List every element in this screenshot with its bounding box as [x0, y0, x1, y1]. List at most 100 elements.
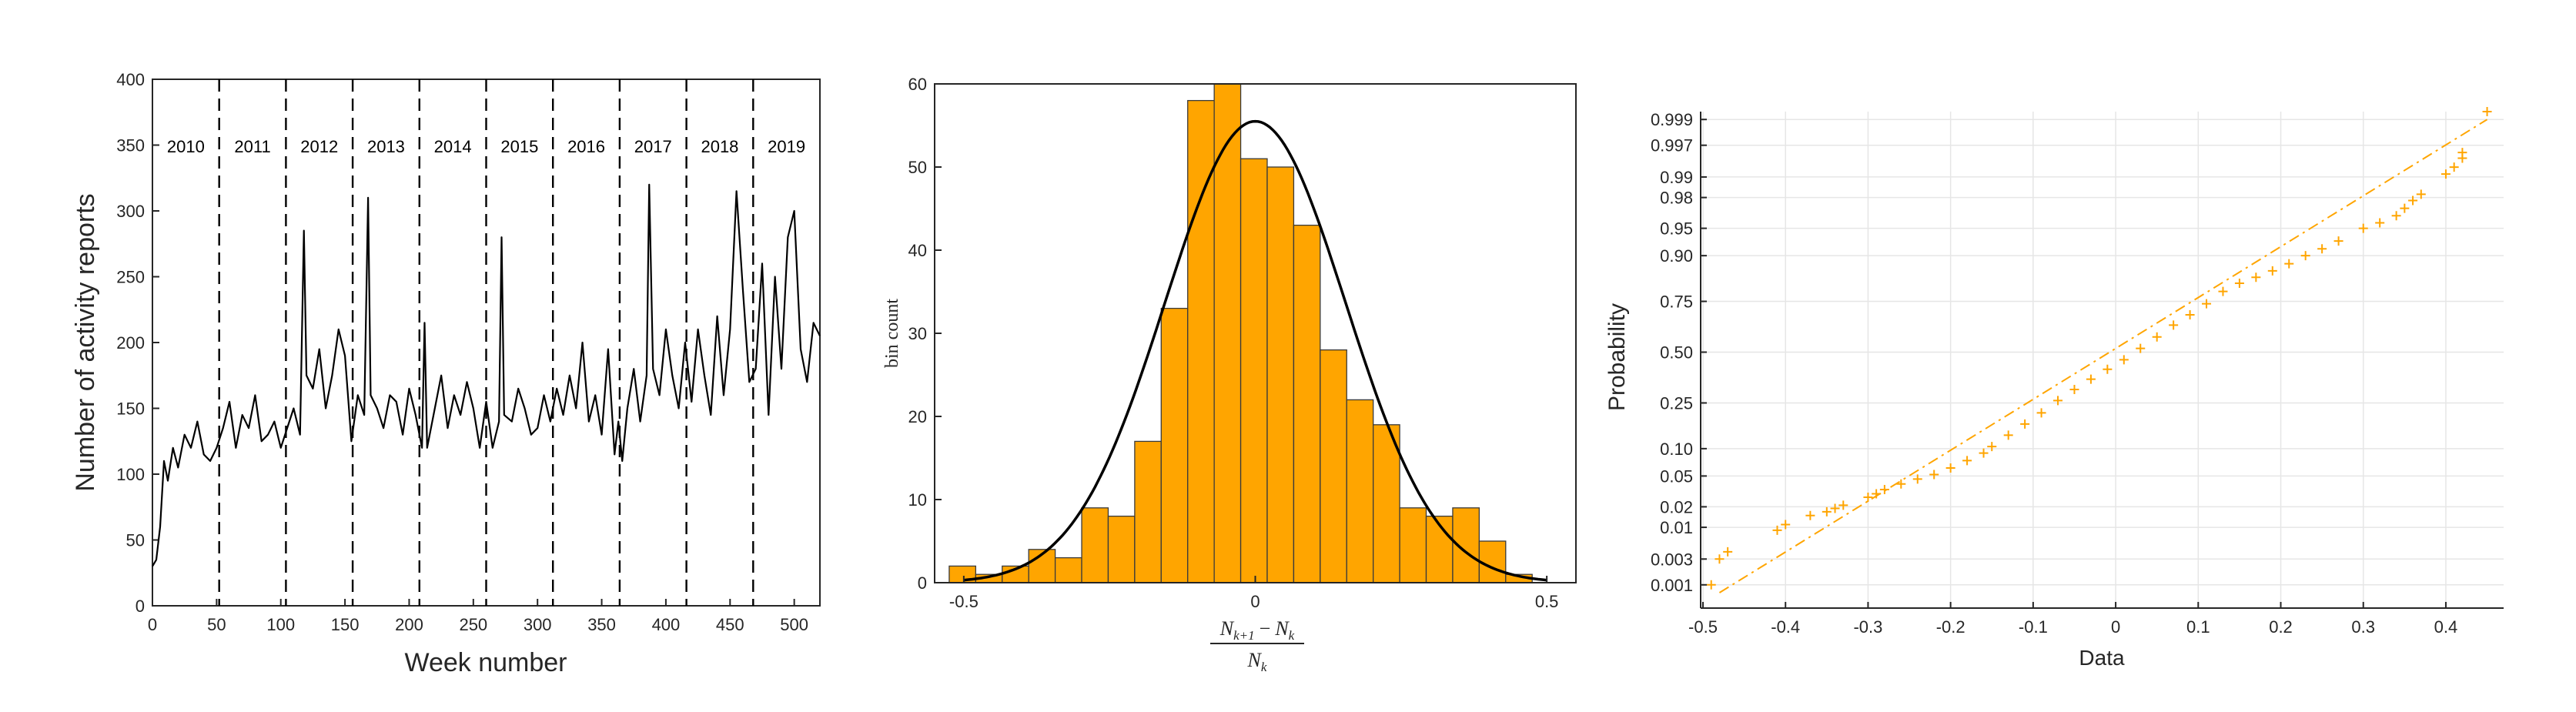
chart3-point: [2020, 419, 2030, 429]
chart3-point: [2408, 196, 2418, 206]
chart3-y-tick-label: 0.99: [1660, 168, 1693, 187]
chart3-x-tick-label: -0.2: [1936, 617, 1965, 637]
chart2-bar: [1054, 557, 1082, 583]
chart3-point: [2358, 223, 2368, 233]
chart3-y-tick-label: 0.50: [1660, 343, 1693, 363]
chart3-point: [1723, 547, 1733, 557]
chart3-point: [2317, 244, 2327, 254]
chart3-point: [2441, 169, 2451, 179]
chart1-x-tick-label: 350: [587, 615, 616, 634]
chart2-bar: [1478, 540, 1507, 583]
chart2-bar: [1160, 307, 1189, 583]
chart3-point: [1822, 506, 1832, 516]
chart3-point: [1929, 470, 1939, 480]
chart2-bar: [1320, 349, 1347, 583]
chart3-point: [2086, 374, 2096, 384]
chart3-point: [2234, 278, 2244, 288]
chart1-x-tick-label: 200: [395, 615, 423, 634]
chart3-point: [2103, 364, 2113, 374]
chart3-point: [2218, 286, 2228, 296]
chart3-point: [2251, 272, 2261, 282]
chart2-bars: [948, 83, 1533, 583]
chart1-year-label: 2011: [234, 137, 270, 156]
chart3-point: [2449, 162, 2459, 172]
chart3-y-tick-label: 0.90: [1660, 246, 1693, 266]
chart2-bar: [1081, 507, 1109, 583]
chart1-x-tick-label: 100: [266, 615, 295, 634]
chart2-bar: [1266, 166, 1295, 583]
chart3-point: [2457, 148, 2467, 158]
chart3-x-tick-label: 0.1: [2186, 617, 2210, 637]
chart3-y-tick-label: 0.02: [1660, 497, 1693, 516]
xlabel-denominator-symbol: N: [1247, 649, 1263, 671]
svg-text:Nk+1−Nk: Nk+1− Nk: [1219, 617, 1295, 643]
chart3-y-tick-label: 0.999: [1651, 110, 1693, 129]
chart3-point: [1781, 520, 1791, 530]
chart3-axes: [1700, 112, 2504, 609]
chart1-series-line: [152, 183, 821, 567]
chart1-year-label: 2015: [500, 137, 538, 156]
chart3-point: [2119, 355, 2129, 365]
chart2-normal-fit-curve: [963, 119, 1547, 582]
chart1-y-axis-label: Number of activity reports: [71, 193, 100, 491]
chart3-point: [1805, 510, 1815, 520]
chart1-year-label: 2019: [768, 137, 805, 156]
chart2-x-tick-label: 0.5: [1535, 592, 1559, 611]
chart2-y-axis-label: bin count: [882, 299, 902, 368]
chart2-bar: [1425, 515, 1454, 583]
chart2-x-axis-label: Nk+1− Nk Nk: [1210, 617, 1304, 674]
chart3-point: [1896, 479, 1906, 489]
chart1-x-tick-label: 500: [780, 615, 808, 634]
chart3-point: [1772, 525, 1782, 535]
chart3-x-tick-label: 0.4: [2434, 617, 2458, 637]
chart3-point: [1962, 456, 1972, 466]
chart3-y-tick-label: 0.95: [1660, 219, 1693, 239]
chart3-y-tick-label: 0.25: [1660, 393, 1693, 413]
chart2-x-tick-label: 0: [1250, 592, 1260, 611]
chart1-y-tick-label: 400: [116, 70, 145, 89]
chart3-grid: [1701, 112, 2504, 608]
chart3-point: [2375, 218, 2385, 228]
chart3-x-tick-label: -0.1: [2019, 617, 2048, 637]
chart3-point: [2053, 396, 2063, 406]
chart1-y-tick-label: 150: [116, 399, 145, 419]
chart3-x-tick-label: 0.2: [2269, 617, 2293, 637]
chart3-point: [2069, 385, 2079, 395]
xlabel-second-symbol: N: [1274, 617, 1290, 640]
chart2-y-tick-label: 40: [908, 241, 927, 260]
chart3-point: [2169, 320, 2179, 330]
chart2-bar: [1399, 507, 1427, 583]
xlabel-numerator-symbol: N: [1219, 617, 1235, 640]
chart1-y-tick-label: 200: [116, 333, 145, 353]
chart2-y-tick-label: 20: [908, 407, 927, 426]
chart1-x-tick-label: 250: [459, 615, 487, 634]
chart3-point: [2482, 107, 2492, 116]
chart3-point: [1945, 463, 1955, 473]
chart2-x-axis: -0.5 0 0.5: [949, 576, 1559, 611]
chart2-bar: [1239, 158, 1268, 583]
chart1-y-tick-label: 50: [126, 531, 145, 550]
chart1-year-label: 2012: [300, 137, 338, 156]
chart3-point: [2284, 259, 2294, 269]
chart-normal-probability: 0.0010.0030.010.020.050.100.250.500.750.…: [1604, 107, 2504, 670]
chart3-y-axis-label: Probability: [1604, 303, 1630, 411]
chart3-point: [2333, 236, 2343, 246]
chart3-point: [1863, 492, 1873, 502]
chart1-y-tick-label: 100: [116, 465, 145, 484]
chart3-point: [1912, 474, 1922, 484]
chart-activity-reports: 0 50 100 150 200 250 300 350 400 0 50 100 150 200 250…: [71, 70, 821, 677]
chart2-bar: [1213, 83, 1242, 583]
chart2-y-tick-label: 60: [908, 75, 927, 94]
xlabel-numerator-subscript: k+1: [1233, 628, 1255, 643]
chart3-point: [2416, 189, 2426, 199]
chart3-point: [2036, 408, 2046, 418]
chart1-year-boundaries: [218, 79, 754, 606]
chart3-x-tick-label: 0.3: [2351, 617, 2375, 637]
chart2-bar: [1346, 399, 1374, 583]
chart1-x-tick-label: 0: [148, 615, 157, 634]
chart3-y-tick-label: 0.003: [1651, 550, 1693, 569]
chart3-y-tick-label: 0.001: [1651, 576, 1693, 595]
chart3-point: [2300, 251, 2310, 261]
